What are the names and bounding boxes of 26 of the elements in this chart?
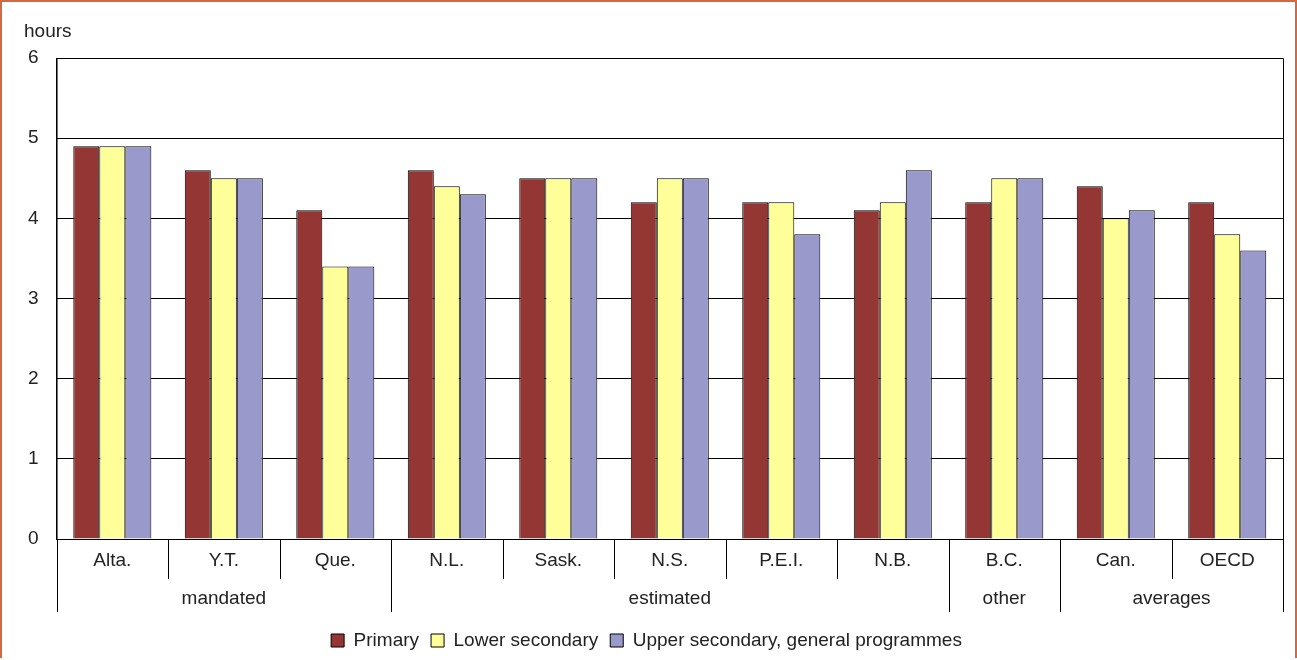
y-tick-label: 0 — [27, 527, 39, 549]
y-tick-label: 6 — [27, 46, 39, 68]
y-tick-label: 4 — [27, 206, 39, 228]
text: mandated — [181, 587, 267, 609]
x-tick-label: Alta. — [93, 548, 132, 570]
y-tick-label: 2 — [27, 366, 39, 388]
x-tick-label: Sask. — [534, 548, 583, 570]
y-tick-label: 3 — [27, 286, 39, 308]
y-tick-label: 1 — [27, 447, 39, 469]
x-tick-label: N.S. — [651, 548, 689, 570]
x-tick-label: OECD — [1199, 548, 1255, 570]
x-tick-label: Que. — [314, 548, 356, 570]
x-tick-label: N.L. — [429, 548, 465, 570]
x-tick-label: N.B. — [874, 548, 912, 570]
x-tick-label: Can. — [1095, 548, 1136, 570]
text: other — [982, 587, 1027, 609]
text: estimated — [628, 587, 711, 609]
x-tick-label: B.C. — [985, 548, 1023, 570]
y-axis-title: hours — [24, 20, 72, 42]
legend-label: Upper secondary, general programmes — [632, 628, 962, 650]
x-tick-label: Y.T. — [208, 548, 239, 570]
legend-label: Primary — [353, 628, 420, 650]
y-tick-label: 5 — [27, 126, 39, 148]
text: averages — [1132, 587, 1211, 609]
x-tick-label: P.E.I. — [759, 548, 804, 570]
legend-label: Lower secondary — [453, 628, 599, 650]
